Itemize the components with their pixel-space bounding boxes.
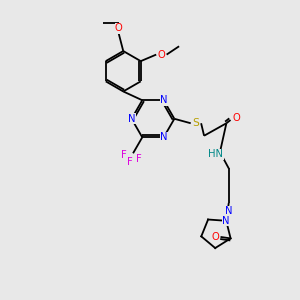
Text: N: N (225, 206, 232, 216)
Text: S: S (193, 118, 200, 128)
Text: O: O (211, 232, 219, 242)
Text: N: N (160, 132, 167, 142)
Text: N: N (160, 95, 167, 105)
Text: O: O (232, 113, 240, 124)
Text: F: F (127, 157, 133, 166)
Text: N: N (223, 216, 230, 226)
Text: O: O (158, 50, 165, 60)
Text: N: N (128, 114, 135, 124)
Text: N: N (160, 132, 167, 142)
Text: F: F (121, 150, 127, 160)
Text: F: F (136, 154, 141, 164)
Text: HN: HN (208, 149, 224, 160)
Text: O: O (115, 23, 123, 33)
